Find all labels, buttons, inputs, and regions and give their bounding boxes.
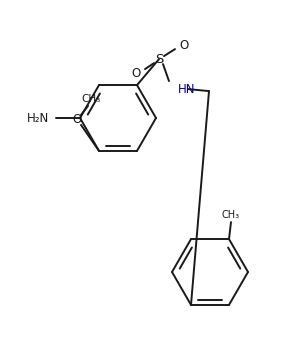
- Text: O: O: [179, 39, 189, 52]
- Text: O: O: [72, 113, 82, 126]
- Text: HN: HN: [178, 83, 196, 96]
- Text: S: S: [155, 52, 163, 65]
- Text: CH₃: CH₃: [82, 94, 101, 104]
- Text: CH₃: CH₃: [222, 210, 240, 220]
- Text: O: O: [131, 67, 141, 80]
- Text: H₂N: H₂N: [27, 112, 49, 125]
